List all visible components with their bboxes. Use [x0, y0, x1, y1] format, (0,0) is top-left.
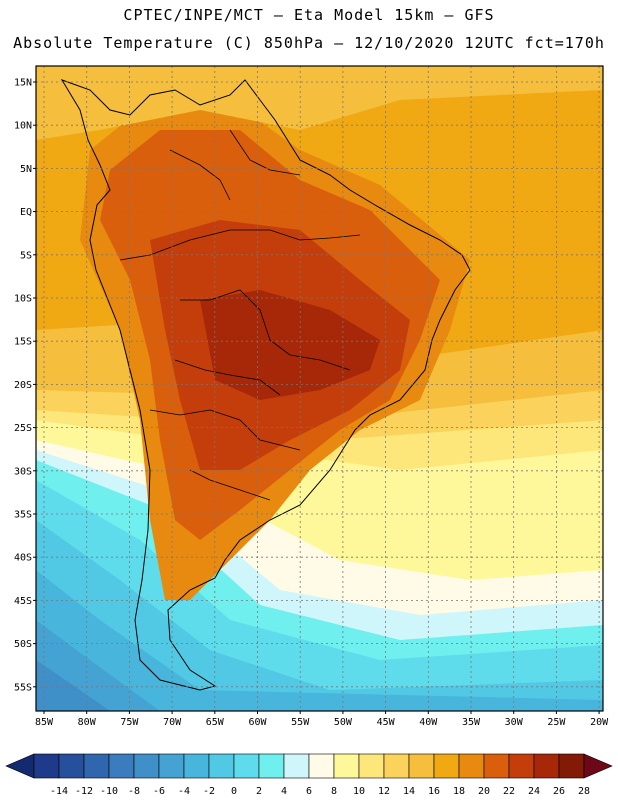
colorbar-label: 0	[231, 786, 237, 797]
colorbar-label: 14	[403, 786, 415, 797]
lat-label: 55S	[14, 682, 32, 693]
colorbar-label: 24	[528, 786, 540, 797]
colorbar-label: -12	[75, 786, 93, 797]
colorbar-label: 12	[378, 786, 390, 797]
colorbar-swatch	[83, 753, 110, 779]
lat-label: 35S	[14, 510, 32, 521]
colorbar-label: -4	[178, 786, 190, 797]
colorbar-label: 6	[306, 786, 312, 797]
colorbar-swatch	[433, 753, 460, 779]
lat-label: 5N	[20, 164, 32, 175]
colorbar-label: 8	[331, 786, 337, 797]
temperature-field	[36, 66, 603, 711]
colorbar-swatch	[383, 753, 410, 779]
lon-label: 45W	[377, 717, 396, 728]
lat-label: 50S	[14, 639, 32, 650]
lon-label: 55W	[291, 717, 310, 728]
latitude-labels: 15N 10N 5N EQ 5S 10S 15S 20S 25S 30S 35S 40S 45S 50S 5…	[14, 78, 36, 693]
colorbar-label: -8	[128, 786, 140, 797]
colorbar-swatch	[533, 753, 560, 779]
colorbar-label: 4	[281, 786, 287, 797]
colorbar-label: -14	[50, 786, 68, 797]
colorbar-swatch	[183, 753, 210, 779]
colorbar-label: -2	[203, 786, 215, 797]
colorbar-label: 10	[353, 786, 365, 797]
lon-label: 70W	[163, 717, 182, 728]
lon-label: 40W	[419, 717, 438, 728]
colorbar-swatch	[208, 753, 235, 779]
colorbar-label: 18	[453, 786, 465, 797]
colorbar-label: 2	[256, 786, 262, 797]
lon-label: 50W	[334, 717, 353, 728]
field-land-26	[200, 290, 380, 400]
colorbar-swatch	[358, 753, 385, 779]
field-band-0	[36, 520, 603, 711]
lat-label: 15S	[14, 337, 32, 348]
field-band-minus2	[36, 570, 603, 711]
map-frame	[35, 65, 604, 712]
country-borders	[119, 129, 361, 501]
colorbar-swatch	[258, 753, 285, 779]
lon-label: 60W	[248, 717, 267, 728]
colorbar-swatch	[483, 753, 510, 779]
colorbar-swatch	[108, 753, 135, 779]
colorbar-label: 16	[428, 786, 440, 797]
colorbar-swatch	[458, 753, 485, 779]
lat-label: 25S	[14, 423, 32, 434]
lat-label: 10N	[14, 121, 32, 132]
lon-label: 20W	[590, 717, 609, 728]
lat-label: 20S	[14, 380, 32, 391]
lat-label: 30S	[14, 466, 32, 477]
lon-label: 80W	[78, 717, 97, 728]
field-band-minus6	[36, 660, 110, 711]
colorbar-swatch	[233, 753, 260, 779]
lat-label: 45S	[14, 596, 32, 607]
lon-label: 35W	[462, 717, 481, 728]
colorbar-swatch	[308, 753, 335, 779]
colorbar-over-triangle	[583, 753, 613, 779]
lat-label: EQ	[20, 207, 32, 218]
map-title-line1: CPTEC/INPE/MCT – Eta Model 15km – GFS	[123, 6, 495, 24]
colorbar-label: 22	[503, 786, 515, 797]
lon-label: 75W	[120, 717, 139, 728]
lon-label: 30W	[505, 717, 524, 728]
colorbar-swatch	[283, 753, 310, 779]
field-north-18	[36, 66, 603, 140]
map-title-line2: Absolute Temperature (C) 850hPa – 12/10/…	[13, 34, 605, 52]
colorbar-swatch	[408, 753, 435, 779]
colorbar-label: -10	[100, 786, 118, 797]
colorbar-label: 26	[553, 786, 565, 797]
longitude-labels: 85W 80W 75W 70W 65W 60W 55W 50W 45W 40W 35W 30W 25W 2…	[35, 711, 609, 728]
lat-label: 15N	[14, 78, 32, 89]
lat-label: 40S	[14, 553, 32, 564]
colorbar-swatch	[58, 753, 85, 779]
colorbar-label: -6	[153, 786, 165, 797]
colorbar-under-triangle	[5, 753, 35, 779]
lat-label: 10S	[14, 294, 32, 305]
colorbar-swatch	[133, 753, 160, 779]
colorbar-label: 20	[478, 786, 490, 797]
colorbar-swatch	[33, 753, 60, 779]
colorbar-swatch	[333, 753, 360, 779]
lat-label: 5S	[20, 250, 32, 261]
colorbar-label: 28	[578, 786, 590, 797]
colorbar-swatch	[158, 753, 185, 779]
colorbar-swatch	[508, 753, 535, 779]
lon-label: 85W	[35, 717, 54, 728]
colorbar: -14 -12 -10 -8 -6 -4 -2 0 2 4 6 8 10 12 14 16 18 20 22 24 26…	[5, 753, 613, 797]
colorbar-swatch	[558, 753, 585, 779]
lon-label: 65W	[206, 717, 225, 728]
lon-label: 25W	[547, 717, 566, 728]
